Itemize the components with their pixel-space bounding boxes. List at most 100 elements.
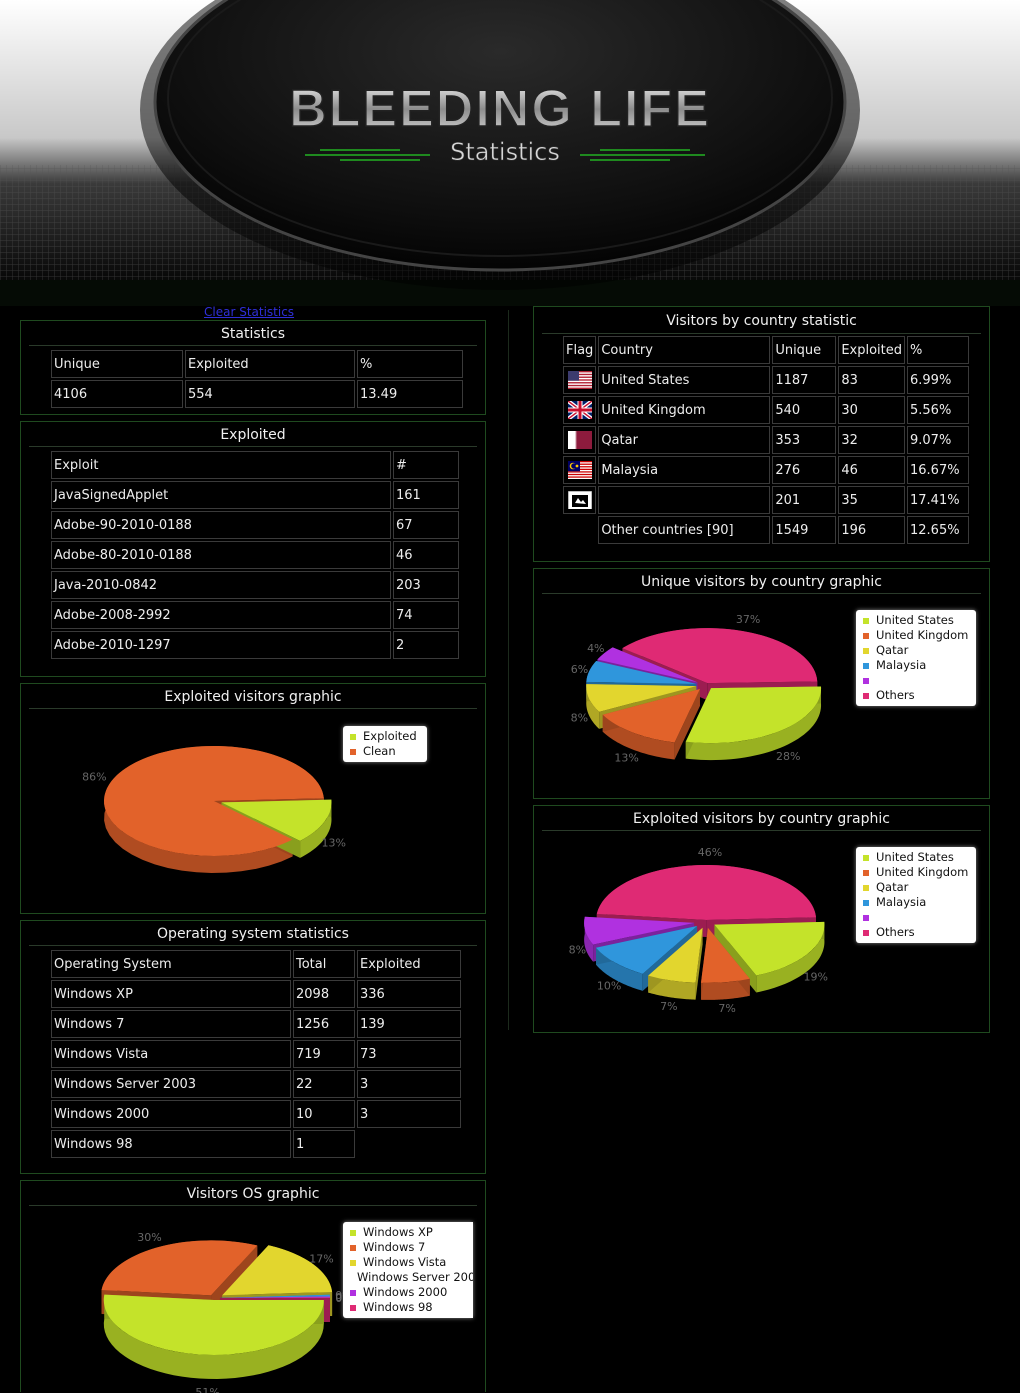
table-header-row: Flag Country Unique Exploited % [563, 336, 969, 364]
legend-item: Clean [347, 744, 421, 759]
legend-label: Windows 2000 [363, 1285, 447, 1300]
legend-swatch [863, 915, 869, 921]
unique-value: 4106 [51, 380, 183, 408]
legend-swatch [863, 618, 869, 624]
legend-label: United States [876, 850, 954, 865]
legend-swatch [863, 855, 869, 861]
os-name-cell: Windows 2000 [51, 1100, 291, 1128]
legend-label: Exploited [363, 729, 417, 744]
unique-count-cell: 201 [772, 486, 836, 514]
country-table: Flag Country Unique Exploited % United S… [561, 334, 971, 546]
legend-item: Windows 2000 [347, 1285, 467, 1300]
slice-label: 7% [660, 1000, 677, 1013]
legend-swatch [863, 693, 869, 699]
slice-label: 37% [736, 613, 760, 626]
percent-cell: 12.65% [907, 516, 969, 544]
us-flag-icon [563, 366, 596, 394]
os-exploited-cell: 336 [357, 980, 461, 1008]
legend-label: Clean [363, 744, 396, 759]
os-stats-panel: Operating system statistics Operating Sy… [20, 920, 486, 1174]
malaysia-flag-icon [563, 456, 596, 484]
malaysia-flag-icon [568, 461, 592, 479]
unique-count-cell: 353 [772, 426, 836, 454]
legend-label: Windows 98 [363, 1300, 433, 1315]
flag-cell [563, 516, 596, 544]
os-total-cell: 1 [293, 1130, 355, 1158]
os-exploited-cell: 73 [357, 1040, 461, 1068]
exploit-name-cell: Adobe-2008-2992 [51, 601, 391, 629]
os-total-cell: 719 [293, 1040, 355, 1068]
slice-label: 28% [776, 750, 800, 763]
header-cell: Operating System [51, 950, 291, 978]
legend-label: Windows Server 2003 [357, 1270, 473, 1285]
slice-label: 8% [571, 712, 588, 725]
panel-title: Exploited [29, 422, 477, 447]
slice-label: 10% [597, 980, 621, 993]
country-name-cell: Malaysia [598, 456, 770, 484]
clear-statistics-link[interactable]: Clear Statistics [204, 305, 294, 319]
header-banner: BLEEDING LIFE Statistics [0, 0, 1020, 306]
legend-label: United States [876, 613, 954, 628]
legend-label: United Kingdom [876, 628, 968, 643]
header-cell: % [907, 336, 969, 364]
unknown-flag-icon [563, 486, 596, 514]
percent-value: 13.49 [357, 380, 463, 408]
unique-count-cell: 540 [772, 396, 836, 424]
legend-swatch [350, 734, 356, 740]
slice-label: 4% [587, 642, 604, 655]
header-cell: % [357, 350, 463, 378]
legend-item: Others [860, 925, 970, 940]
pie-slice [597, 865, 816, 920]
legend-item [860, 673, 970, 688]
legend-label: United Kingdom [876, 865, 968, 880]
us-flag-icon [568, 371, 592, 389]
statistics-panel: Statistics Unique Exploited % 4106 554 1… [20, 320, 486, 415]
legend-item: United States [860, 613, 970, 628]
os-name-cell: Windows 7 [51, 1010, 291, 1038]
country-name-cell: Other countries [90] [598, 516, 770, 544]
os-exploited-cell: 139 [357, 1010, 461, 1038]
qatar-flag-icon [568, 431, 592, 449]
panel-title: Statistics [29, 321, 477, 346]
legend-item: Malaysia [860, 658, 970, 673]
header-cell: Exploited [357, 950, 461, 978]
legend-label: Qatar [876, 880, 908, 895]
legend-swatch [863, 900, 869, 906]
legend-item: Windows Vista [347, 1255, 467, 1270]
header-cell: Country [598, 336, 770, 364]
slice-label: 30% [137, 1231, 161, 1244]
legend-swatch [350, 749, 356, 755]
exploit-count-cell: 46 [393, 541, 459, 569]
exploit-count-cell: 67 [393, 511, 459, 539]
os-name-cell: Windows XP [51, 980, 291, 1008]
exploit-count-cell: 203 [393, 571, 459, 599]
slice-label: 46% [698, 846, 722, 859]
exploited-count-cell: 83 [838, 366, 905, 394]
legend-item [860, 910, 970, 925]
os-name-cell: Windows Vista [51, 1040, 291, 1068]
panel-title: Operating system statistics [29, 921, 477, 946]
exploited-count-cell: 30 [838, 396, 905, 424]
slice-label: 8% [569, 943, 586, 956]
slice-label: 86% [82, 771, 106, 784]
percent-cell: 17.41% [907, 486, 969, 514]
os-total-cell: 22 [293, 1070, 355, 1098]
os-total-cell: 1256 [293, 1010, 355, 1038]
statistics-table: Unique Exploited % 4106 554 13.49 [49, 348, 465, 410]
percent-cell: 5.56% [907, 396, 969, 424]
os-total-cell: 10 [293, 1100, 355, 1128]
os-table: Operating System Total Exploited Windows… [49, 948, 463, 1160]
country-name-cell: United States [598, 366, 770, 394]
exploit-count-cell: 161 [393, 481, 459, 509]
logo-subtitle: Statistics [450, 138, 560, 166]
table-header-row: Unique Exploited % [51, 350, 463, 378]
